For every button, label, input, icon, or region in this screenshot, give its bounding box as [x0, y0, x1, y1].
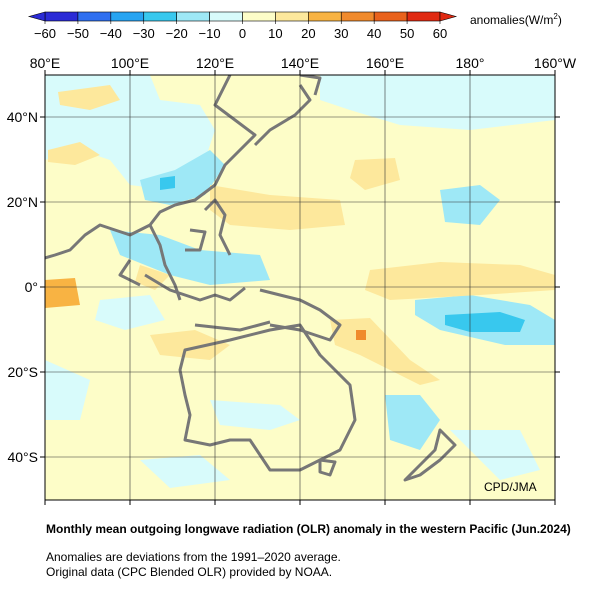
- colorbar-tick-label: 0: [239, 26, 246, 41]
- positive-anomaly-patches: [45, 85, 555, 385]
- longitude-label: 80°E: [30, 55, 61, 71]
- credit-label: CPD/JMA: [484, 480, 537, 494]
- colorbar-tick-label: −10: [199, 26, 221, 41]
- latitude-label: 40°S: [7, 449, 38, 465]
- colorbar-swatch: [340, 11, 375, 22]
- colorbar-low-arrow: [27, 11, 46, 22]
- latitude-label: 20°S: [7, 364, 38, 380]
- colorbar-tick-label: 20: [301, 26, 315, 41]
- caption-line-1: Anomalies are deviations from the 1991–2…: [46, 550, 341, 564]
- colorbar-tick-label: −20: [166, 26, 188, 41]
- colorbar-swatch: [242, 11, 276, 22]
- colorbar-tick-label: −40: [100, 26, 122, 41]
- colorbar-tick-label: 30: [334, 26, 348, 41]
- latitude-label: 20°N: [7, 194, 38, 210]
- latitude-label: 40°N: [7, 109, 38, 125]
- colorbar: −60 −50 −40 −30 −20 −10 0 10 20 30 40 50 60: [27, 11, 458, 41]
- longitude-label: 120°E: [196, 55, 234, 71]
- longitude-label: 180°: [456, 55, 485, 71]
- colorbar-swatch: [176, 11, 210, 22]
- colorbar-swatch: [143, 11, 177, 22]
- colorbar-tick-label: 40: [367, 26, 381, 41]
- colorbar-tick-label: 60: [433, 26, 447, 41]
- longitude-label: 160°E: [366, 55, 404, 71]
- colorbar-tick-label: −60: [34, 26, 56, 41]
- colorbar-unit-label: anomalies(W/m2): [470, 12, 562, 27]
- colorbar-swatch: [77, 11, 112, 22]
- caption-line-2: Original data (CPC Blended OLR) provided…: [46, 565, 333, 579]
- colorbar-swatch: [209, 11, 243, 22]
- colorbar-swatch: [44, 11, 79, 22]
- colorbar-tick-label: −50: [67, 26, 89, 41]
- colorbar-tick-label: 10: [268, 26, 282, 41]
- colorbar-tick-label: 50: [400, 26, 414, 41]
- map-panel: [45, 75, 555, 500]
- colorbar-high-arrow: [439, 11, 458, 22]
- figure-title: Monthly mean outgoing longwave radiation…: [46, 522, 571, 536]
- colorbar-swatch: [373, 11, 408, 22]
- longitude-label: 140°E: [281, 55, 319, 71]
- axis-labels: 80°E 100°E 120°E 140°E 160°E 180° 160°W 40°N 20°…: [7, 55, 577, 505]
- latitude-label: 0°: [25, 279, 38, 295]
- colorbar-swatch: [275, 11, 309, 22]
- longitude-label: 100°E: [111, 55, 149, 71]
- colorbar-swatch: [406, 11, 441, 22]
- longitude-label: 160°W: [534, 55, 577, 71]
- colorbar-tick-label: −30: [133, 26, 155, 41]
- colorbar-swatch: [308, 11, 342, 22]
- graticule: [45, 75, 555, 500]
- colorbar-swatch: [110, 11, 145, 22]
